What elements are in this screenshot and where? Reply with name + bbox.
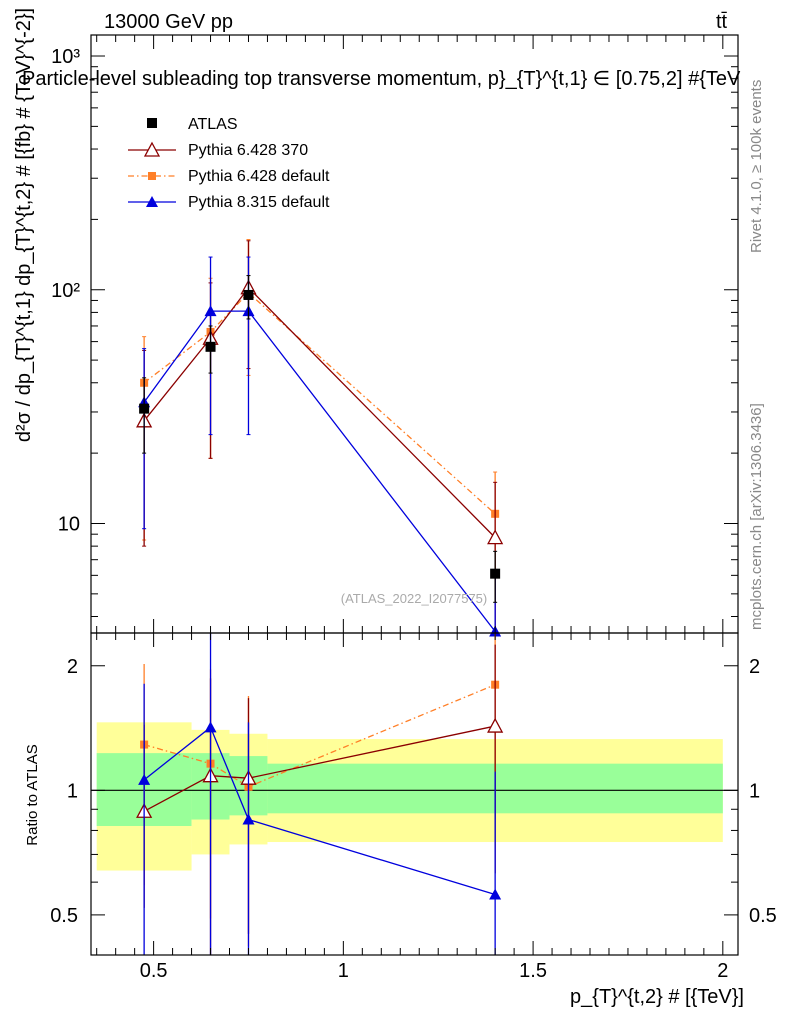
ratio-point-py8-default-1 <box>204 721 217 733</box>
legend-atlas-marker <box>147 118 157 128</box>
ratio-ytick-label-right-2: 2 <box>749 656 760 678</box>
ratio-line-py6-default <box>143 684 496 788</box>
main-plot <box>136 239 504 637</box>
ratio-point-py8-default-3 <box>489 888 502 900</box>
main-point-atlas-1 <box>205 341 216 352</box>
main-title: Particle-level subleading top transverse… <box>22 68 741 90</box>
ratio-line-py8-default <box>143 726 496 896</box>
ratio-ytick-label-right-0: 0.5 <box>749 905 777 927</box>
xtick-label-0: 0.5 <box>140 960 168 982</box>
legend-label-py8-default: Pythia 8.315 default <box>188 194 330 211</box>
main-point-py6-370-3 <box>487 529 504 545</box>
ratio-ytick-label-left-0: 0.5 <box>50 905 78 927</box>
main-line-py6-370 <box>143 286 496 539</box>
main-y-axis-label: d²σ / dp_{T}^{t,1} dp_{T}^{t,2} # [{fb} … <box>13 8 35 442</box>
ratio-y-axis-label: Ratio to ATLAS <box>24 744 41 845</box>
x-axis-label: p_{T}^{t,2} # [{TeV}] <box>570 986 744 1008</box>
ratio-point-py8-default-0 <box>138 773 151 785</box>
ratio-point-py8-default-2 <box>242 813 255 825</box>
legend-label-py6-default: Pythia 6.428 default <box>188 168 330 185</box>
main-point-atlas-0 <box>139 403 150 414</box>
legend-py6-370-marker <box>143 141 161 157</box>
main-point-atlas-3 <box>490 568 501 579</box>
legend-py8-default-marker <box>146 196 158 207</box>
process-label: tt̄ <box>716 11 728 33</box>
main-ytick-label-2: 10³ <box>51 46 80 68</box>
xtick-label-2: 1.5 <box>519 960 547 982</box>
ratio-ytick-label-left-2: 2 <box>67 656 78 678</box>
analysis-watermark: (ATLAS_2022_I2077575) <box>341 591 487 606</box>
main-point-py8-default-1 <box>204 305 217 317</box>
ratio-plot <box>136 633 504 955</box>
xtick-label-1: 1 <box>338 960 349 982</box>
legend-label-atlas: ATLAS <box>188 116 238 133</box>
ratio-point-py6-370-3 <box>487 717 504 733</box>
main-ytick-label-1: 10² <box>51 280 80 302</box>
main-ytick-label-0: 10 <box>58 513 80 535</box>
rivet-label: Rivet 4.1.0, ≥ 100k events <box>748 80 765 253</box>
source-label: mcplots.cern.ch [arXiv:1306.3436] <box>748 403 765 630</box>
ratio-ytick-label-right-1: 1 <box>749 780 760 802</box>
legend: ATLAS Pythia 6.428 370 Pythia 6.428 defa… <box>128 116 330 211</box>
energy-label: 13000 GeV pp <box>104 11 233 33</box>
ratio-line-py6-370 <box>143 725 496 812</box>
ratio-frame <box>90 632 739 956</box>
legend-py6-default-marker <box>148 172 156 180</box>
ratio-ytick-label-left-1: 1 <box>67 780 78 802</box>
main-point-atlas-2 <box>243 289 254 300</box>
legend-label-py6-370: Pythia 6.428 370 <box>188 142 308 159</box>
main-line-py8-default <box>143 310 496 632</box>
xtick-label-3: 2 <box>717 960 728 982</box>
